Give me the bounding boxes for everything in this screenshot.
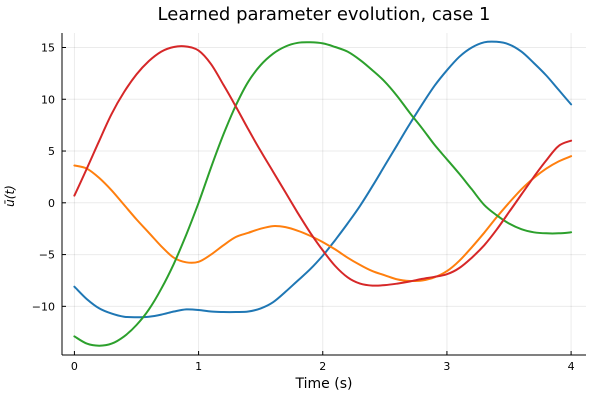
y-tick-label: 0 [48,197,55,210]
chart-title: Learned parameter evolution, case 1 [158,4,491,25]
y-tick-label: −10 [32,300,55,313]
ticks: 0 1 2 3 4 −10 −5 0 5 10 15 [32,41,575,373]
x-tick-label: 4 [568,360,575,373]
y-tick-label: −5 [39,249,55,262]
y-tick-label: 10 [41,93,55,106]
x-axis-label: Time (s) [295,376,353,392]
x-tick-label: 2 [319,360,326,373]
x-tick-label: 1 [195,360,202,373]
grid [62,33,586,355]
y-tick-label: 5 [48,145,55,158]
series-layer [73,40,573,347]
series-line-4 [73,45,573,287]
y-axis-label: ū(t) [3,185,17,207]
series-line-3 [73,41,573,347]
y-tick-label: 15 [41,41,55,54]
series-line-1 [73,40,573,319]
axes [61,33,586,356]
x-tick-label: 0 [71,360,78,373]
x-tick-label: 3 [443,360,450,373]
series-line-2 [73,155,573,283]
